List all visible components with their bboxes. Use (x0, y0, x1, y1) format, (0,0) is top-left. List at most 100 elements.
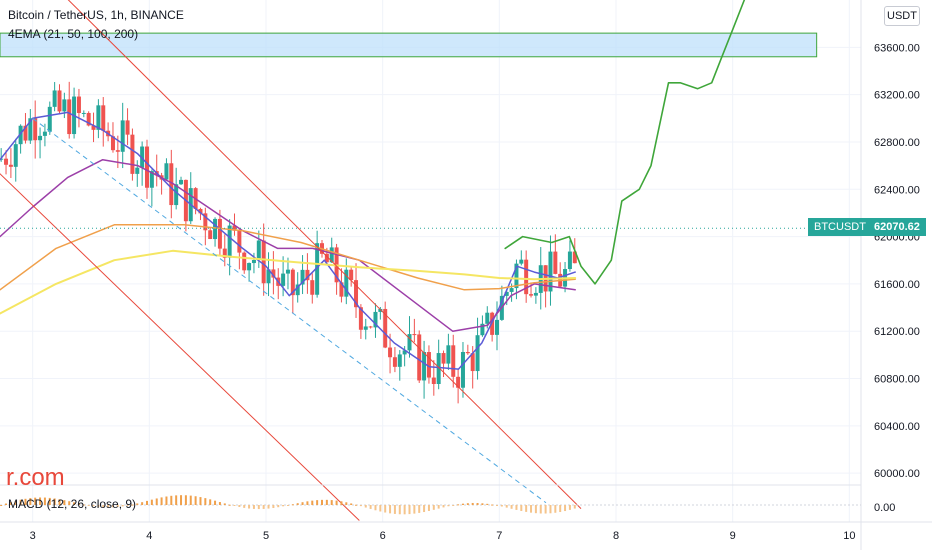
x-tick-label: 3 (30, 530, 36, 542)
candle-body (125, 120, 130, 135)
candle-body (285, 269, 290, 274)
channel-lower-line (0, 173, 360, 521)
candle-body (339, 282, 344, 297)
macd-indicator-label[interactable]: MACD (12, 26, close, 9) (8, 497, 137, 511)
candle-body (91, 125, 96, 130)
candle-body (397, 354, 402, 367)
macd-bar (432, 505, 435, 510)
candle-body (358, 307, 363, 330)
macd-bar (471, 502, 474, 505)
macd-bar (160, 497, 163, 505)
candle-body (465, 352, 470, 354)
ema-indicator-label[interactable]: 4EMA (21, 50, 100, 200) (8, 27, 139, 41)
candle-body (33, 118, 38, 141)
candle-body (495, 319, 499, 335)
y-tick-label: 60800.00 (874, 374, 920, 386)
macd-bar (525, 505, 528, 512)
x-tick-label: 6 (380, 530, 386, 542)
candle-body (145, 146, 149, 188)
candle-body (431, 377, 436, 384)
candle-body (208, 230, 213, 240)
candle-body (344, 269, 349, 297)
macd-bar (267, 505, 270, 509)
macd-bar (539, 505, 542, 514)
candle-body (52, 90, 57, 107)
macd-bar (530, 505, 533, 513)
macd-bar (398, 505, 401, 515)
candle-body (553, 251, 558, 274)
candle-body (169, 163, 174, 206)
macd-bar (228, 504, 231, 506)
candle-body (149, 171, 154, 188)
macd-bar (379, 505, 382, 512)
macd-bar (180, 495, 183, 505)
macd-bar (116, 505, 119, 507)
macd-bar (335, 500, 338, 505)
candle-body (130, 134, 135, 174)
candle-body (422, 352, 427, 381)
price-tag-symbol: BTCUSDT (814, 221, 866, 233)
macd-bar (418, 505, 421, 513)
candle-body (368, 326, 373, 328)
macd-bar (48, 497, 51, 505)
macd-bar (131, 504, 134, 506)
currency-badge[interactable]: USDT (884, 6, 920, 26)
candle-body (392, 357, 397, 367)
macd-bar (102, 505, 105, 508)
candle-body (4, 158, 9, 165)
candle-body (120, 120, 125, 152)
macd-bar (393, 505, 396, 514)
candle-body (514, 263, 519, 289)
x-tick-label: 5 (263, 530, 269, 542)
candle-body (407, 334, 412, 351)
candle-body (281, 273, 286, 286)
macd-bar (437, 505, 440, 509)
candle-body (412, 334, 417, 336)
macd-bar (58, 499, 61, 505)
candle-body (354, 280, 359, 308)
macd-bar (413, 505, 416, 514)
macd-bar (63, 500, 66, 505)
candle-body (446, 345, 451, 364)
macd-bar (311, 500, 314, 505)
time-axis[interactable]: 3 4 5 6 7 8 9 10 (30, 530, 856, 542)
candle-body (266, 269, 271, 284)
macd-bar (53, 498, 56, 505)
candle-body (290, 269, 295, 296)
macd-bar (9, 502, 12, 505)
macd-bar (146, 500, 148, 505)
y-tick-label: 62400.00 (874, 184, 920, 196)
candle-body (86, 112, 91, 126)
macd-bar (442, 505, 445, 508)
macd-bar (214, 500, 217, 505)
price-axis[interactable]: 60000.00 60400.00 60800.00 61200.00 61600.00… (874, 42, 920, 514)
x-tick-label: 8 (613, 530, 619, 542)
candle-body (504, 291, 509, 296)
candle-body (529, 294, 534, 296)
macd-bar (272, 505, 275, 508)
macd-bar (447, 505, 450, 507)
macd-bar (170, 495, 173, 505)
macd-bar (97, 505, 100, 507)
macd-bar (0, 505, 3, 506)
candle-body (271, 269, 276, 278)
macd-bar (248, 505, 251, 509)
candle-body (436, 353, 441, 384)
candle-body (38, 135, 43, 141)
macd-bar (5, 503, 8, 505)
candle-body (349, 269, 354, 281)
macd-bar (189, 495, 192, 505)
last-price-tag: BTCUSDT 62070.62 (808, 218, 926, 236)
macd-bar (316, 500, 319, 505)
candle-body (475, 335, 480, 372)
macd-bar (496, 505, 498, 506)
macd-bar (43, 497, 46, 505)
candle-body (217, 218, 222, 249)
macd-bar (243, 505, 246, 508)
candle-body (363, 326, 368, 330)
candle-body (203, 213, 208, 231)
candle-body (378, 308, 383, 312)
macd-tick-label: 0.00 (874, 502, 895, 514)
candle-body (456, 376, 461, 388)
